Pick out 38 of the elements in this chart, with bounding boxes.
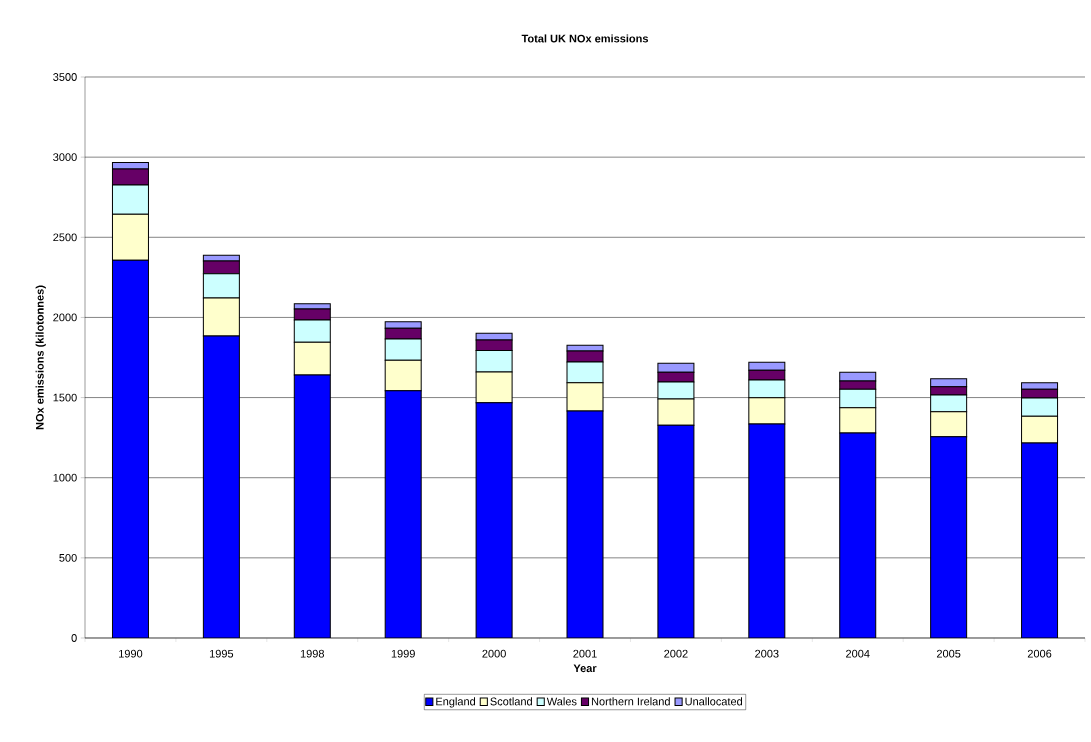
x-tick-label: 2000 <box>482 649 506 658</box>
y-tick-label: 3500 <box>53 73 77 81</box>
legend-label: England <box>436 697 476 708</box>
chart-title: Total UK NOx emissions <box>521 34 649 43</box>
legend-label: Scotland <box>490 697 532 706</box>
x-tick-label: 1990 <box>119 649 143 658</box>
y-tick-label: 2000 <box>53 313 77 322</box>
bar <box>839 432 877 638</box>
bar <box>293 374 331 638</box>
x-tick-label: 1995 <box>209 649 234 658</box>
bar <box>566 410 604 638</box>
bar <box>202 335 240 638</box>
bar <box>475 402 513 638</box>
bar <box>111 259 149 638</box>
x-tick-label: 1999 <box>391 649 415 658</box>
y-tick-label: 1500 <box>53 393 77 402</box>
y-axis-title: NOx emissions (kilotonnes) <box>35 285 46 430</box>
x-tick-label: 1998 <box>300 649 325 658</box>
legend-label: Northern Ireland <box>591 697 670 706</box>
bar <box>748 423 786 638</box>
legend-label: Wales <box>546 697 577 706</box>
x-tick-label: 2006 <box>1027 649 1052 658</box>
x-tick-label: 2004 <box>846 649 870 658</box>
bar <box>930 436 968 638</box>
y-tick-label: 3000 <box>53 153 77 162</box>
x-tick-label: 2003 <box>755 649 779 658</box>
bar <box>657 424 695 638</box>
x-tick-label: 2005 <box>936 649 961 658</box>
y-tick-label: 500 <box>59 553 77 562</box>
y-tick-label: 0 <box>71 634 77 642</box>
bar <box>384 390 422 638</box>
legend-label: Unallocated <box>685 697 743 706</box>
x-tick-label: 2001 <box>573 649 597 658</box>
y-tick-label: 1000 <box>53 473 77 482</box>
bar <box>1021 442 1059 638</box>
x-tick-label: 2002 <box>664 649 688 658</box>
x-axis-title: Year <box>573 664 597 673</box>
y-tick-label: 2500 <box>53 233 77 242</box>
